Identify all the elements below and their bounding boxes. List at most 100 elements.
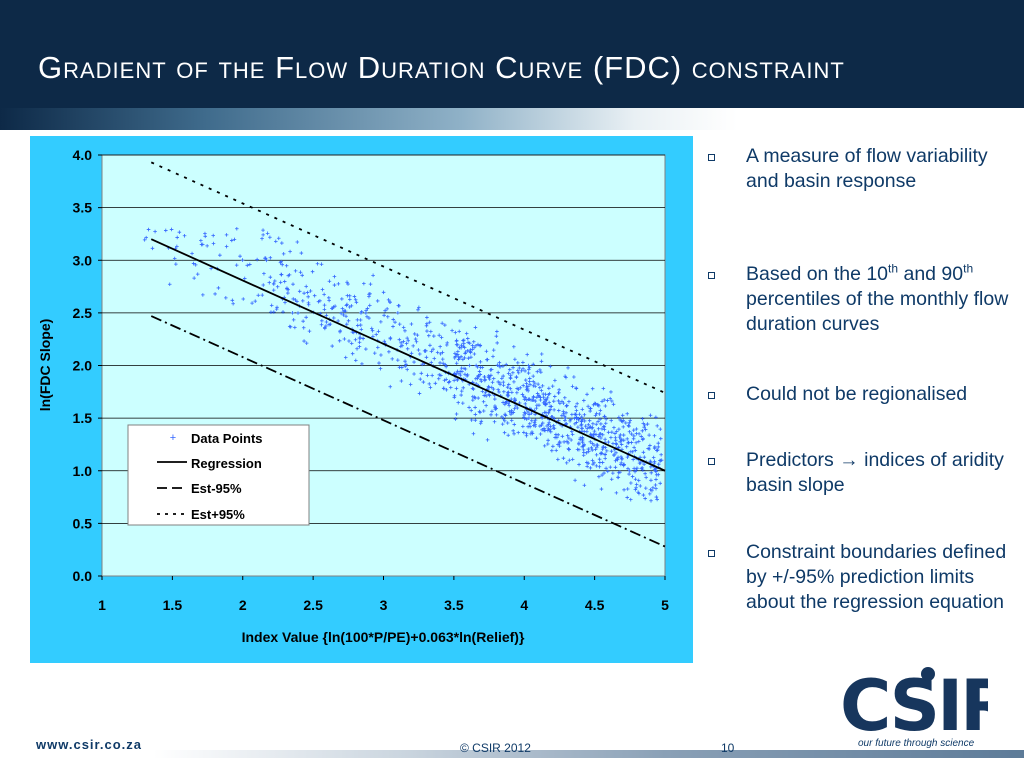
data-point	[396, 358, 400, 362]
data-point	[533, 381, 537, 385]
data-point	[506, 390, 511, 395]
data-point	[653, 483, 658, 487]
data-point	[641, 437, 645, 441]
data-point	[469, 355, 473, 359]
data-point	[546, 411, 551, 415]
data-point	[649, 471, 654, 475]
data-point	[405, 336, 409, 340]
data-point	[586, 404, 590, 409]
data-point	[552, 394, 557, 399]
data-point	[437, 373, 442, 377]
data-point	[144, 235, 148, 240]
data-point	[556, 433, 561, 437]
footer-url[interactable]: www.csir.co.za	[36, 737, 143, 752]
data-point	[556, 457, 560, 462]
data-point	[423, 349, 428, 353]
data-point	[484, 403, 488, 408]
data-point	[576, 418, 581, 422]
data-point	[350, 351, 355, 356]
data-point	[470, 343, 475, 348]
data-point	[583, 424, 588, 428]
data-point	[505, 421, 510, 425]
data-point	[526, 397, 531, 402]
data-point	[616, 475, 620, 480]
data-point	[643, 471, 647, 476]
data-point	[224, 296, 228, 300]
data-point	[589, 446, 594, 450]
x-tick-label: 5	[661, 597, 669, 613]
data-point	[465, 348, 470, 353]
data-point	[598, 417, 602, 422]
data-point	[361, 336, 365, 341]
data-point	[471, 398, 475, 402]
data-point	[299, 251, 304, 255]
data-point	[265, 231, 270, 236]
data-point	[435, 350, 440, 355]
data-point	[461, 344, 466, 349]
data-point	[297, 289, 302, 294]
data-point	[564, 461, 569, 465]
data-point	[273, 279, 277, 283]
data-point	[340, 306, 345, 311]
data-point	[433, 381, 438, 386]
data-point	[486, 375, 491, 380]
data-point	[476, 342, 480, 347]
data-point	[349, 304, 354, 308]
data-point	[453, 330, 458, 335]
data-point	[355, 323, 360, 328]
data-point	[427, 333, 431, 338]
legend-box	[127, 424, 310, 526]
data-point	[548, 364, 553, 369]
data-point	[547, 391, 552, 396]
data-point	[471, 387, 476, 391]
data-point	[525, 352, 530, 357]
data-point	[209, 266, 213, 271]
data-point	[491, 387, 496, 391]
data-point	[527, 421, 532, 426]
data-point	[338, 330, 342, 334]
data-point	[511, 429, 515, 433]
data-point	[565, 403, 569, 408]
data-point	[448, 385, 453, 390]
data-point	[570, 412, 574, 417]
data-point	[649, 465, 653, 469]
data-point	[569, 438, 573, 442]
data-point	[375, 299, 380, 303]
data-point	[385, 307, 389, 311]
data-point	[405, 367, 410, 372]
data-point	[501, 364, 505, 368]
data-point	[301, 299, 305, 303]
data-point	[551, 423, 556, 428]
data-point	[401, 339, 406, 344]
data-point	[515, 390, 519, 395]
data-point	[429, 349, 434, 354]
data-point	[483, 378, 487, 383]
data-point	[516, 371, 521, 375]
data-point	[500, 415, 504, 419]
data-point	[609, 390, 613, 394]
data-point	[601, 386, 606, 391]
data-point	[386, 298, 391, 302]
data-point	[586, 447, 591, 451]
data-point	[264, 258, 269, 263]
data-point	[459, 393, 463, 397]
data-point	[526, 384, 530, 389]
data-point	[526, 371, 531, 375]
data-point	[454, 339, 459, 343]
data-point	[586, 449, 591, 454]
data-point	[526, 363, 531, 368]
data-point	[553, 378, 557, 383]
data-point	[465, 374, 469, 378]
data-point	[531, 383, 536, 388]
data-point	[359, 327, 364, 332]
data-point	[371, 334, 375, 339]
data-point	[628, 497, 633, 502]
data-point	[399, 379, 404, 383]
data-point	[393, 320, 397, 324]
data-point	[618, 418, 622, 422]
data-point	[367, 316, 371, 320]
data-point	[454, 412, 459, 416]
data-point	[535, 395, 539, 400]
data-point	[191, 261, 196, 266]
data-point	[605, 469, 610, 474]
